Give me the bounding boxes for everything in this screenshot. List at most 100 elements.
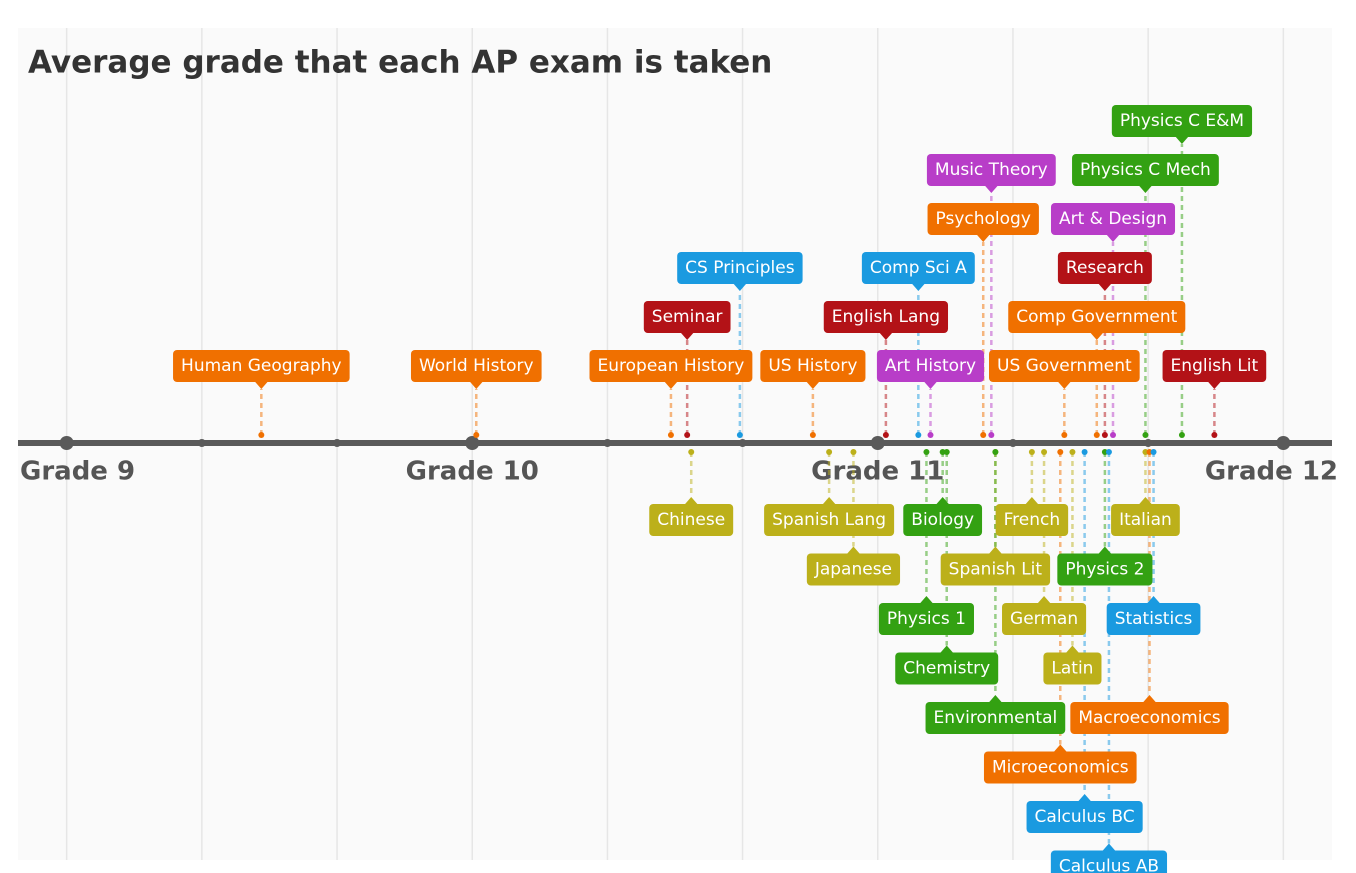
tick-mark: [1276, 436, 1291, 450]
label-pointer: [1138, 185, 1153, 193]
label-box: [927, 203, 1039, 235]
minor-tick: [333, 439, 342, 447]
label-pointer: [1037, 596, 1052, 604]
label-pointer: [1101, 843, 1116, 852]
label-pointer: [923, 381, 938, 389]
label-box: [1043, 652, 1102, 685]
label-pointer: [1053, 744, 1068, 753]
event-dot: [1061, 432, 1068, 438]
event-label: European History: [598, 356, 745, 376]
minor-tick: [1008, 439, 1017, 447]
event-dot: [988, 432, 995, 438]
event: Environmental: [925, 695, 1066, 734]
label-pointer: [1138, 497, 1153, 505]
chart-title: Average grade that each AP exam is taken: [28, 45, 772, 81]
label-box: [983, 751, 1137, 784]
event-dot: [980, 432, 987, 438]
event-dot: [850, 449, 857, 455]
event: Biology: [903, 497, 983, 536]
minor-tick: [738, 439, 747, 447]
event-label: Biology: [911, 510, 974, 530]
event-dot: [258, 432, 265, 438]
event-dot: [1093, 432, 1100, 438]
event-dot: [809, 432, 816, 438]
event-label: English Lit: [1171, 356, 1259, 376]
event-label: Spanish Lit: [949, 560, 1043, 580]
event-dot: [943, 449, 950, 455]
event-dot: [1150, 449, 1157, 455]
label-box: [995, 504, 1069, 536]
event: French: [995, 497, 1069, 536]
label-box: [410, 350, 542, 382]
event: Chinese: [649, 497, 734, 536]
event: Spanish Lit: [940, 546, 1051, 586]
event-label: Environmental: [934, 708, 1058, 728]
event-dot: [1178, 432, 1185, 438]
event: Japanese: [806, 546, 901, 586]
label-pointer: [1207, 381, 1222, 389]
event-label: Calculus AB: [1059, 857, 1159, 873]
label-box: [677, 252, 803, 284]
event-label: Italian: [1119, 510, 1172, 530]
label-box: [1070, 702, 1229, 734]
label-pointer: [988, 695, 1003, 703]
event: European History: [589, 350, 753, 389]
x-tick-label: Grade 12: [1205, 457, 1338, 487]
label-pointer: [919, 596, 934, 604]
event-dot: [473, 432, 480, 438]
event-dot: [1028, 449, 1035, 455]
tick-mark: [870, 436, 885, 450]
event-label: Spanish Lang: [772, 510, 886, 530]
event: Research: [1057, 252, 1152, 291]
event: Italian: [1111, 497, 1180, 536]
event-dot: [923, 449, 930, 455]
event: Spanish Lang: [764, 497, 895, 536]
event-label: Psychology: [936, 209, 1031, 229]
x-tick-label: Grade 10: [406, 457, 539, 487]
label-box: [823, 301, 949, 333]
label-box: [989, 350, 1140, 382]
event: Art History: [876, 350, 985, 389]
event-label: World History: [419, 356, 534, 376]
label-box: [926, 154, 1056, 186]
event-dot: [927, 432, 934, 438]
label-pointer: [684, 497, 699, 505]
event: World History: [410, 350, 542, 389]
event: Latin: [1043, 645, 1102, 685]
minor-tick: [1144, 439, 1153, 447]
label-pointer: [911, 283, 926, 291]
label-box: [940, 553, 1051, 586]
x-tick-label: Grade 11: [811, 457, 944, 487]
event-label: Calculus BC: [1035, 807, 1135, 827]
event: Physics 1: [878, 596, 974, 635]
event: Physics 2: [1057, 546, 1153, 586]
label-pointer: [1097, 546, 1112, 555]
label-box: [1026, 801, 1143, 833]
label-box: [1002, 603, 1087, 635]
event-label: Physics 1: [887, 609, 966, 629]
label-pointer: [1174, 136, 1189, 144]
event: Calculus AB: [1050, 843, 1168, 873]
label-pointer: [1146, 596, 1161, 604]
event: Microeconomics: [983, 744, 1137, 784]
event: Art & Design: [1050, 203, 1176, 242]
label-pointer: [1106, 234, 1120, 242]
label-pointer: [935, 497, 950, 505]
label-pointer: [805, 381, 820, 389]
event-dot: [667, 432, 674, 438]
event-dot: [736, 432, 743, 438]
label-pointer: [984, 185, 999, 193]
event-dot: [1142, 432, 1149, 438]
label-pointer: [878, 332, 893, 340]
event-label: Macroeconomics: [1078, 708, 1220, 728]
label-box: [643, 301, 731, 333]
label-pointer: [1142, 695, 1157, 703]
event: English Lit: [1162, 350, 1267, 389]
event-label: Research: [1066, 258, 1144, 278]
label-pointer: [1089, 332, 1104, 340]
event-label: Microeconomics: [992, 758, 1129, 778]
minor-tick: [603, 439, 612, 447]
event-label: Comp Sci A: [870, 258, 967, 278]
event-label: Statistics: [1115, 609, 1193, 629]
label-pointer: [846, 546, 861, 555]
